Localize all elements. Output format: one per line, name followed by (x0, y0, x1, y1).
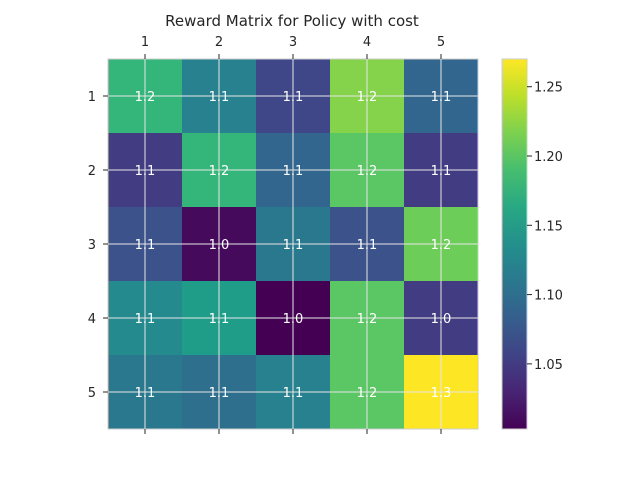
cell-label: 1.1 (209, 90, 230, 105)
cell-label: 1.2 (357, 164, 378, 179)
colorbar-tick-label: 1.20 (534, 150, 563, 165)
x-tick-label: 4 (363, 35, 371, 50)
cell-label: 1.1 (283, 386, 304, 401)
cell-label: 1.0 (283, 312, 304, 327)
colorbar-tick-label: 1.15 (534, 219, 563, 234)
cell-label: 1.1 (209, 312, 230, 327)
y-axis-ticks: 1 2 3 4 5 (88, 90, 108, 401)
cell-label: 1.1 (209, 386, 230, 401)
x-axis-ticks: 1 2 3 4 5 (141, 35, 445, 434)
cell-label: 1.1 (357, 238, 378, 253)
cell-label: 1.0 (431, 312, 452, 327)
cell-label: 1.1 (431, 90, 452, 105)
x-tick-label: 3 (289, 35, 297, 50)
cell-label: 1.1 (135, 164, 156, 179)
chart-title: Reward Matrix for Policy with cost (165, 12, 419, 30)
x-tick-label: 5 (437, 35, 445, 50)
x-tick-label: 1 (141, 35, 149, 50)
y-tick-label: 3 (88, 238, 96, 253)
grid-lines (108, 59, 478, 429)
y-tick-label: 4 (88, 312, 96, 327)
y-tick-label: 5 (88, 386, 96, 401)
colorbar (501, 58, 528, 430)
cell-label: 1.2 (209, 164, 230, 179)
cell-label: 1.2 (431, 238, 452, 253)
cell-label: 1.0 (209, 238, 230, 253)
y-tick-label: 1 (88, 90, 96, 105)
colorbar-tick-label: 1.05 (534, 358, 563, 373)
cell-label: 1.2 (357, 312, 378, 327)
cell-label: 1.1 (431, 164, 452, 179)
cell-label: 1.1 (135, 386, 156, 401)
colorbar-ticks: 1.05 1.10 1.15 1.20 1.25 (527, 81, 563, 373)
cell-label: 1.1 (283, 164, 304, 179)
x-tick-label: 2 (215, 35, 223, 50)
cell-label: 1.2 (135, 90, 156, 105)
y-tick-label: 2 (88, 164, 96, 179)
cell-label: 1.3 (431, 386, 452, 401)
cell-label: 1.2 (357, 386, 378, 401)
cell-label: 1.2 (357, 90, 378, 105)
cell-label: 1.1 (135, 238, 156, 253)
cell-label: 1.1 (283, 90, 304, 105)
colorbar-tick-label: 1.10 (534, 289, 563, 304)
cell-labels: 1.2 1.1 1.1 1.2 1.1 1.1 1.2 1.1 1.2 1.1 1.1 1.0 1.1 1… (135, 90, 452, 401)
colorbar-tick-label: 1.25 (534, 81, 563, 96)
cell-label: 1.1 (283, 238, 304, 253)
cell-label: 1.1 (135, 312, 156, 327)
